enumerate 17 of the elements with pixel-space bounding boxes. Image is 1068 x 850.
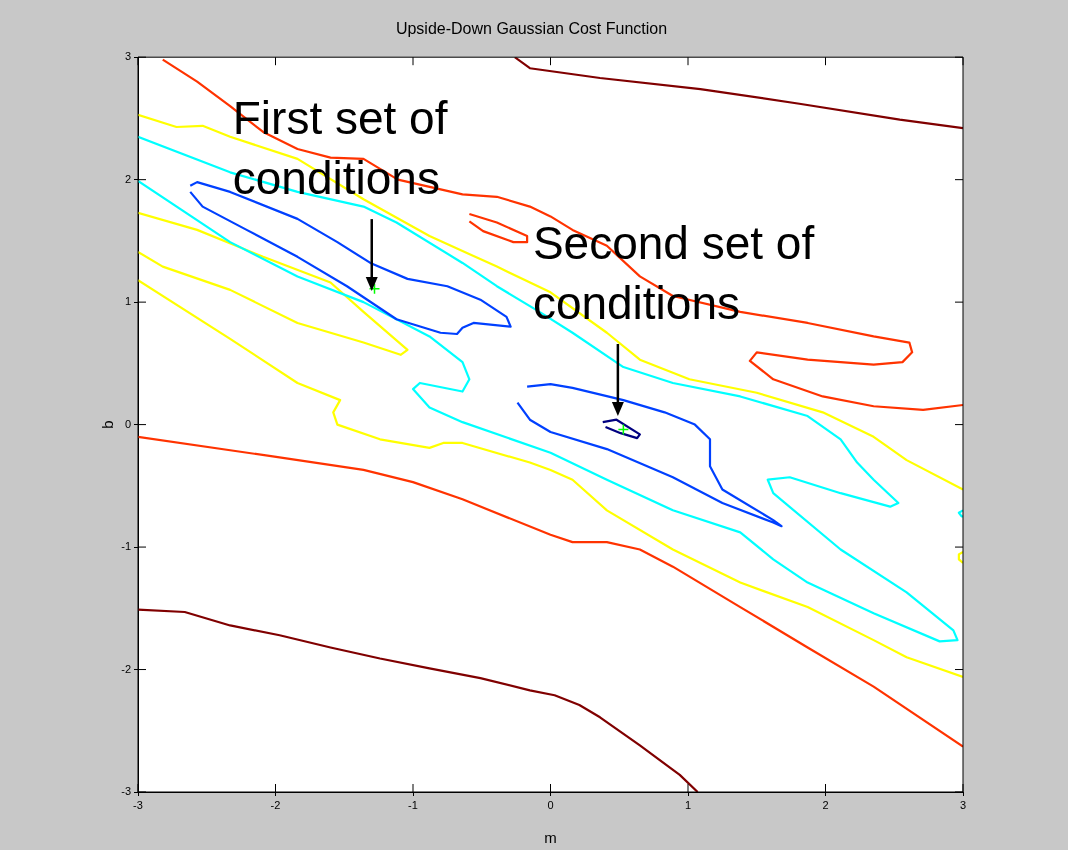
x-tick-label: -1 [408, 798, 418, 811]
x-tick-label: 0 [547, 798, 554, 811]
x-tick-label: 1 [684, 798, 692, 811]
y-tick-label: 3 [124, 50, 131, 63]
chart-title: Upside-Down Gaussian Cost Function [395, 20, 668, 38]
y-tick-label: -1 [121, 540, 131, 553]
x-tick-label: 3 [959, 798, 967, 811]
y-tick-label: -2 [121, 662, 131, 675]
y-tick-label: 1 [124, 295, 131, 308]
x-tick-label: -3 [133, 798, 143, 811]
y-tick-label: 0 [124, 417, 131, 430]
y-tick-label: -3 [121, 785, 131, 798]
y-tick-label: 2 [124, 172, 131, 185]
x-axis-title: m [544, 829, 557, 847]
y-axis-title: b [99, 420, 117, 429]
x-tick-label: -2 [270, 798, 281, 811]
x-tick-label: 2 [822, 798, 829, 811]
